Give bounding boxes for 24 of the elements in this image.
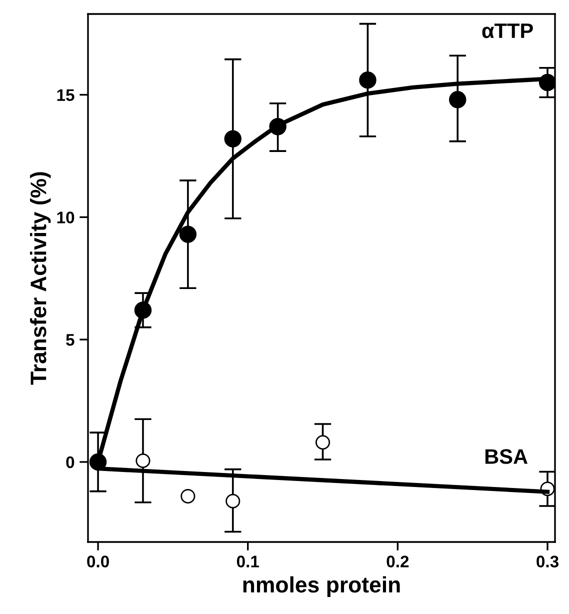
x-tick-label: 0.0	[87, 556, 109, 568]
point	[180, 488, 196, 504]
point	[269, 118, 286, 136]
y-tick-label: 15	[57, 89, 74, 101]
point	[538, 74, 555, 92]
x-tick-label: 0.1	[236, 556, 259, 568]
point	[89, 453, 107, 471]
point	[449, 91, 466, 108]
y-axis-title: Transfer Activity (%)	[30, 172, 51, 385]
y-tick-label: 10	[57, 212, 74, 224]
point	[136, 453, 150, 468]
x-tick-label: 0.2	[386, 556, 409, 568]
point	[224, 130, 242, 148]
series-label: αTTP	[482, 24, 533, 38]
point	[179, 226, 197, 243]
y-tick-label: 0	[66, 456, 74, 468]
x-tick-label: 0.3	[536, 556, 558, 568]
point	[315, 435, 330, 450]
point	[226, 494, 240, 508]
series-label: BSA	[485, 449, 528, 464]
x-axis-title: nmoles protein	[243, 576, 400, 597]
y-tick-label: 5	[66, 334, 74, 346]
point	[359, 71, 376, 89]
point	[134, 302, 152, 319]
